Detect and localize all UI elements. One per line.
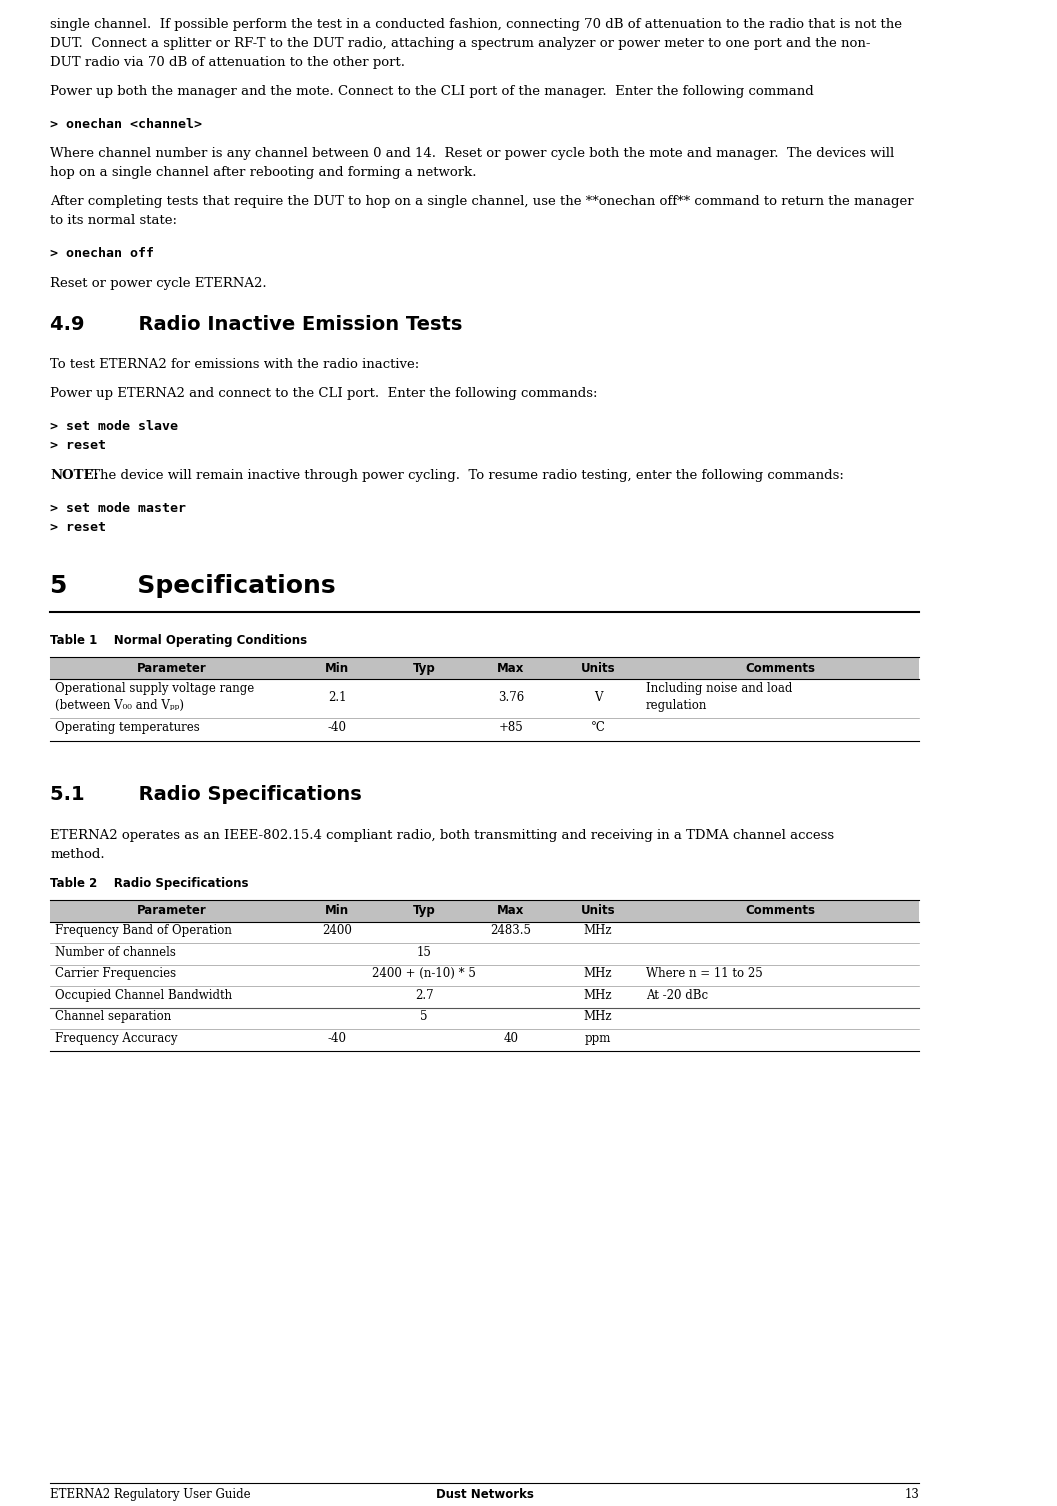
Text: Number of channels: Number of channels <box>55 946 175 959</box>
Text: Min: Min <box>326 904 349 917</box>
Text: Table 2    Radio Specifications: Table 2 Radio Specifications <box>51 876 249 890</box>
FancyBboxPatch shape <box>51 1030 920 1051</box>
Text: To test ETERNA2 for emissions with the radio inactive:: To test ETERNA2 for emissions with the r… <box>51 358 420 370</box>
Text: Max: Max <box>498 904 524 917</box>
Text: 2.1: 2.1 <box>328 691 347 703</box>
Text: > reset: > reset <box>51 440 107 452</box>
Text: to its normal state:: to its normal state: <box>51 214 178 227</box>
Text: (between V₀₀ and Vₚₚ): (between V₀₀ and Vₚₚ) <box>55 699 184 712</box>
Text: Table 1    Normal Operating Conditions: Table 1 Normal Operating Conditions <box>51 634 308 648</box>
Text: °C: °C <box>591 721 606 735</box>
Text: method.: method. <box>51 848 105 861</box>
Text: MHz: MHz <box>583 925 612 937</box>
Text: Power up ETERNA2 and connect to the CLI port.  Enter the following commands:: Power up ETERNA2 and connect to the CLI … <box>51 387 598 401</box>
Text: Parameter: Parameter <box>137 904 207 917</box>
Text: -40: -40 <box>328 1032 347 1045</box>
Text: Channel separation: Channel separation <box>55 1011 171 1024</box>
Text: Operating temperatures: Operating temperatures <box>55 721 200 735</box>
Text: 13: 13 <box>905 1488 920 1501</box>
Text: Carrier Frequencies: Carrier Frequencies <box>55 967 177 980</box>
Text: Including noise and load: Including noise and load <box>646 682 793 696</box>
Text: 15: 15 <box>416 946 431 959</box>
Text: The device will remain inactive through power cycling.  To resume radio testing,: The device will remain inactive through … <box>87 468 843 482</box>
Text: MHz: MHz <box>583 989 612 1001</box>
Text: Min: Min <box>326 663 349 675</box>
Text: After completing tests that require the DUT to hop on a single channel, use the : After completing tests that require the … <box>51 196 914 208</box>
Text: single channel.  If possible perform the test in a conducted fashion, connecting: single channel. If possible perform the … <box>51 18 903 32</box>
Text: Frequency Band of Operation: Frequency Band of Operation <box>55 925 231 937</box>
Text: 5: 5 <box>421 1011 428 1024</box>
Text: Comments: Comments <box>745 904 815 917</box>
FancyBboxPatch shape <box>51 943 920 965</box>
Text: Units: Units <box>580 904 615 917</box>
FancyBboxPatch shape <box>51 1008 920 1030</box>
Text: Operational supply voltage range: Operational supply voltage range <box>55 682 255 696</box>
Text: > onechan <channel>: > onechan <channel> <box>51 117 203 131</box>
Text: 2.7: 2.7 <box>414 989 433 1001</box>
Text: Parameter: Parameter <box>137 663 207 675</box>
FancyBboxPatch shape <box>51 922 920 943</box>
Text: MHz: MHz <box>583 1011 612 1024</box>
FancyBboxPatch shape <box>51 899 920 922</box>
Text: > onechan off: > onechan off <box>51 247 154 261</box>
Text: -40: -40 <box>328 721 347 735</box>
Text: 3.76: 3.76 <box>498 691 524 703</box>
Text: Comments: Comments <box>745 663 815 675</box>
Text: DUT.  Connect a splitter or RF-T to the DUT radio, attaching a spectrum analyzer: DUT. Connect a splitter or RF-T to the D… <box>51 38 871 50</box>
Text: Max: Max <box>498 663 524 675</box>
Text: Power up both the manager and the mote. Connect to the CLI port of the manager. : Power up both the manager and the mote. … <box>51 84 814 98</box>
Text: ppm: ppm <box>585 1032 611 1045</box>
Text: +85: +85 <box>499 721 523 735</box>
Text: ETERNA2 Regulatory User Guide: ETERNA2 Regulatory User Guide <box>51 1488 252 1501</box>
Text: NOTE:: NOTE: <box>51 468 99 482</box>
Text: > reset: > reset <box>51 521 107 535</box>
Text: regulation: regulation <box>646 699 707 712</box>
Text: hop on a single channel after rebooting and forming a network.: hop on a single channel after rebooting … <box>51 167 477 179</box>
Text: Units: Units <box>580 663 615 675</box>
Text: > set mode master: > set mode master <box>51 501 186 515</box>
FancyBboxPatch shape <box>51 658 920 679</box>
Text: Where n = 11 to 25: Where n = 11 to 25 <box>646 967 763 980</box>
Text: Frequency Accuracy: Frequency Accuracy <box>55 1032 178 1045</box>
Text: > set mode slave: > set mode slave <box>51 420 179 432</box>
Text: 4.9        Radio Inactive Emission Tests: 4.9 Radio Inactive Emission Tests <box>51 315 463 334</box>
Text: 2400 + (n-10) * 5: 2400 + (n-10) * 5 <box>372 967 476 980</box>
Text: 5        Specifications: 5 Specifications <box>51 574 336 598</box>
Text: Where channel number is any channel between 0 and 14.  Reset or power cycle both: Where channel number is any channel betw… <box>51 148 894 160</box>
Text: 2483.5: 2483.5 <box>490 925 532 937</box>
Text: 40: 40 <box>503 1032 519 1045</box>
Text: Reset or power cycle ETERNA2.: Reset or power cycle ETERNA2. <box>51 277 267 289</box>
FancyBboxPatch shape <box>51 986 920 1008</box>
FancyBboxPatch shape <box>51 718 920 741</box>
Text: DUT radio via 70 dB of attenuation to the other port.: DUT radio via 70 dB of attenuation to th… <box>51 56 406 69</box>
Text: 2400: 2400 <box>322 925 352 937</box>
FancyBboxPatch shape <box>51 965 920 986</box>
Text: Typ: Typ <box>412 663 435 675</box>
Text: Typ: Typ <box>412 904 435 917</box>
FancyBboxPatch shape <box>51 679 920 718</box>
Text: MHz: MHz <box>583 967 612 980</box>
Text: Dust Networks: Dust Networks <box>437 1488 534 1501</box>
Text: 5.1        Radio Specifications: 5.1 Radio Specifications <box>51 785 363 804</box>
Text: V: V <box>594 691 602 703</box>
Text: At -20 dBc: At -20 dBc <box>646 989 708 1001</box>
Text: ETERNA2 operates as an IEEE-802.15.4 compliant radio, both transmitting and rece: ETERNA2 operates as an IEEE-802.15.4 com… <box>51 828 835 842</box>
Text: Occupied Channel Bandwidth: Occupied Channel Bandwidth <box>55 989 233 1001</box>
